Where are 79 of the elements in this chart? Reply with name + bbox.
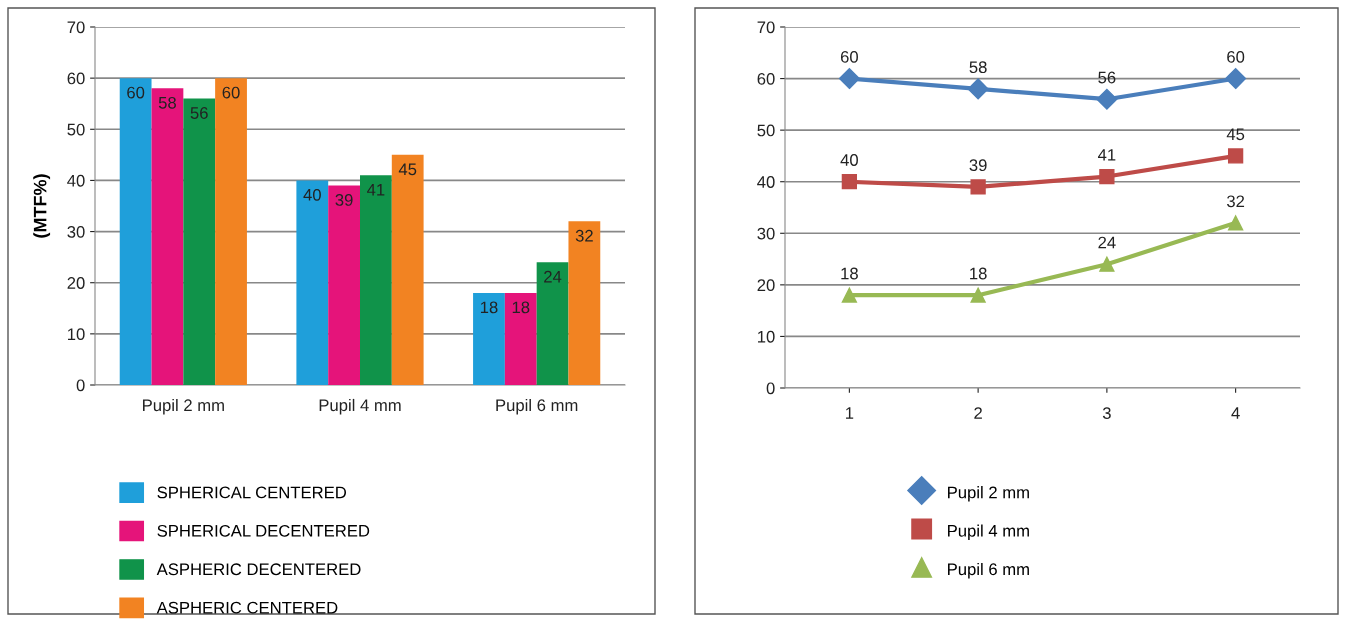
x-tick-label: Pupil 2 mm — [143, 398, 224, 415]
point — [967, 78, 989, 100]
y-tick-label: 30 — [757, 227, 775, 240]
data-label: 60 — [127, 86, 145, 99]
bar — [391, 154, 424, 385]
point — [970, 287, 986, 303]
point — [1099, 168, 1115, 185]
bar — [328, 185, 360, 385]
data-label: 24 — [544, 270, 562, 283]
y-tick-label: 70 — [757, 21, 775, 34]
legend-label: SPHERICAL DECENTERED — [157, 524, 370, 537]
legend-label: Pupil 2 mm — [948, 486, 1029, 502]
data-label: 41 — [367, 184, 385, 196]
data-label: 58 — [158, 96, 176, 109]
data-label: 39 — [969, 159, 987, 172]
y-tick-label: 50 — [757, 124, 775, 137]
y-tick-label: 60 — [757, 72, 775, 85]
y-tick-label: 10 — [758, 330, 775, 343]
data-label: 45 — [398, 163, 417, 176]
y-tick-label: 40 — [757, 176, 775, 188]
data-label: 56 — [190, 107, 208, 119]
bar — [568, 221, 601, 385]
bar — [504, 292, 537, 385]
data-label: 18 — [480, 301, 498, 314]
x-tick-label: Pupil 6 mm — [496, 398, 578, 415]
point — [1099, 256, 1115, 272]
data-label: 24 — [1098, 236, 1116, 249]
legend-label: ASPHERIC DECENTERED — [156, 563, 361, 576]
y-axis-title: (MTF%) — [33, 174, 51, 238]
bar — [215, 78, 247, 385]
point — [1227, 148, 1244, 164]
data-label: 60 — [840, 50, 858, 63]
x-tick-label: Pupil 4 mm — [319, 398, 401, 415]
y-tick-label: 60 — [67, 72, 85, 85]
y-tick-label: 20 — [757, 279, 775, 292]
y-tick-label: 30 — [67, 225, 85, 238]
bar — [536, 262, 569, 385]
point — [841, 174, 858, 190]
point — [1225, 68, 1247, 90]
data-label: 39 — [335, 194, 353, 206]
y-tick-label: 0 — [76, 379, 85, 392]
data-label: 60 — [222, 86, 240, 99]
bar — [360, 175, 392, 385]
legend-label: SPHERICAL CENTERED — [157, 486, 347, 499]
data-label: 18 — [512, 301, 530, 314]
y-tick-label: 50 — [67, 123, 85, 136]
data-label: 60 — [1227, 50, 1245, 63]
point — [1096, 88, 1118, 110]
point — [841, 287, 858, 303]
bar — [473, 292, 505, 385]
point — [838, 68, 860, 90]
legend-label: Pupil 4 mm — [948, 524, 1029, 541]
point — [1227, 215, 1244, 231]
point — [970, 179, 986, 195]
data-label: 41 — [1097, 149, 1116, 161]
data-label: 32 — [1226, 195, 1245, 208]
bar — [296, 180, 329, 385]
data-label: 56 — [1098, 71, 1116, 84]
data-label: 58 — [969, 61, 987, 74]
data-label: 45 — [1226, 128, 1245, 141]
y-tick-label: 10 — [68, 328, 85, 341]
bar — [183, 98, 216, 385]
data-label: 18 — [970, 267, 987, 280]
data-label: 32 — [575, 229, 593, 242]
x-tick-label: 1 — [846, 407, 854, 419]
bar — [119, 78, 152, 385]
y-tick-label: 70 — [67, 21, 85, 34]
data-label: 40 — [303, 188, 321, 201]
x-tick-label: 3 — [1102, 407, 1111, 419]
y-tick-label: 20 — [67, 277, 85, 289]
bar — [151, 88, 184, 385]
y-tick-label: 40 — [67, 174, 85, 187]
data-label: 18 — [841, 267, 858, 280]
data-label: 40 — [840, 154, 858, 166]
legend-label: Pupil 6 mm — [948, 562, 1029, 579]
x-tick-label: 4 — [1231, 407, 1240, 419]
x-tick-label: 2 — [974, 407, 982, 419]
legend-label: ASPHERIC CENTERED — [156, 601, 338, 614]
y-tick-label: 0 — [766, 382, 775, 395]
